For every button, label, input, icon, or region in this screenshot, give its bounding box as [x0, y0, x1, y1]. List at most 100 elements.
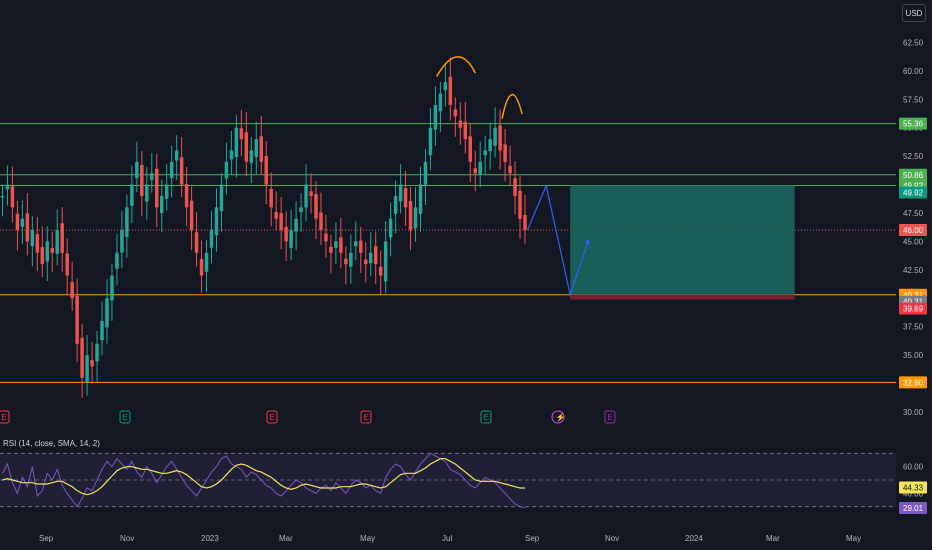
candle-body: [334, 241, 338, 248]
candle-body: [364, 259, 368, 265]
candle-body: [45, 241, 50, 262]
candle-body: [179, 157, 184, 185]
candle-body: [329, 246, 333, 253]
earnings-label: E: [270, 413, 275, 422]
candle-body: [413, 207, 418, 229]
candle-body: [324, 233, 328, 242]
candle-body: [279, 213, 283, 231]
candle-body: [40, 246, 45, 265]
target-zone[interactable]: [570, 185, 795, 295]
price-tag-label: 55.36: [903, 120, 924, 129]
candle-body: [259, 136, 263, 162]
time-tick-label: Sep: [39, 534, 54, 543]
time-tick-label: 2023: [201, 534, 219, 543]
candle-body: [508, 165, 512, 174]
candle-body: [10, 186, 15, 208]
candle-body: [294, 218, 298, 232]
candle-body: [438, 93, 443, 112]
dividend-icon[interactable]: [551, 410, 565, 424]
candle-body: [204, 252, 209, 272]
candle-body: [219, 184, 224, 212]
candle-body: [304, 184, 308, 208]
time-tick-label: Mar: [766, 534, 780, 543]
earnings-label: E: [364, 413, 369, 422]
candle-body: [120, 230, 124, 253]
pattern-arc-head[interactable]: [436, 56, 477, 77]
candle-body: [189, 200, 194, 231]
candle-body: [0, 195, 5, 198]
candle-body: [30, 230, 35, 247]
candle-body: [249, 150, 254, 164]
candle-body: [418, 184, 423, 215]
projection-path[interactable]: [526, 183, 590, 298]
candle-body: [483, 150, 487, 156]
candle-body: [209, 230, 214, 248]
pattern-arc-shoulder[interactable]: [501, 94, 523, 119]
candle-body: [184, 184, 189, 208]
price-tick-label: 62.50: [903, 38, 924, 47]
candle-body: [443, 82, 448, 91]
candle-body: [274, 211, 278, 219]
candle-body: [503, 144, 507, 162]
candle-body: [169, 161, 174, 179]
earnings-icon[interactable]: [604, 410, 616, 424]
candle-body: [349, 252, 353, 267]
time-tick-label: 2024: [685, 534, 703, 543]
candle-body: [194, 232, 199, 253]
stop-zone[interactable]: [570, 294, 795, 300]
candle-body: [393, 195, 398, 214]
price-tag-label: 46.00: [903, 226, 924, 235]
candle-body: [20, 218, 25, 227]
earnings-label: E: [608, 413, 613, 422]
dividend-label: ⚡: [556, 412, 566, 422]
candle-body: [458, 120, 463, 128]
earnings-icon[interactable]: [0, 410, 10, 424]
rsi-tick-label: 40.00: [903, 489, 924, 498]
earnings-icon[interactable]: [360, 410, 372, 424]
price-tag: [899, 186, 927, 199]
candle-body: [105, 298, 109, 328]
earnings-icon[interactable]: [119, 410, 131, 424]
candle-body: [354, 241, 358, 247]
currency-button[interactable]: USD: [902, 4, 926, 22]
rsi-tag-label: 44.33: [903, 484, 924, 493]
candle-body: [50, 247, 54, 253]
candle-body: [309, 191, 313, 196]
projection-arrow-icon: [584, 239, 590, 246]
time-tick-label: May: [846, 534, 861, 543]
candle-body: [463, 121, 468, 140]
rsi-ma-line[interactable]: [2, 458, 525, 496]
rsi-line[interactable]: [2, 452, 526, 509]
candle-body: [523, 214, 527, 231]
candle-body: [159, 195, 164, 214]
candle-body: [15, 213, 20, 231]
rsi-legend[interactable]: RSI (14, close, SMA, 14, 2): [3, 439, 100, 448]
candle-body: [90, 360, 94, 367]
candle-body: [234, 127, 239, 158]
candle-body: [433, 104, 438, 130]
candle-body: [155, 168, 159, 208]
price-tick-label: 30.00: [903, 408, 924, 417]
earnings-icon[interactable]: [266, 410, 278, 424]
price-tick-label: 52.50: [903, 152, 924, 161]
candle-body: [100, 321, 104, 341]
candle-body: [373, 246, 378, 265]
price-tag: [899, 117, 927, 130]
candle-body: [513, 178, 517, 196]
time-tick-label: Jul: [442, 534, 452, 543]
price-tag-label: 49.92: [903, 189, 924, 198]
time-tick-label: Sep: [525, 534, 540, 543]
candle-body: [150, 173, 154, 180]
price-tick-label: 47.50: [903, 209, 924, 218]
price-tag-label: 32.60: [903, 378, 924, 387]
price-tag: [899, 302, 927, 315]
candle-body: [359, 240, 363, 253]
candle-body: [214, 207, 219, 236]
earnings-icon[interactable]: [480, 410, 492, 424]
candle-body: [95, 343, 99, 362]
price-tag-label: 49.92: [903, 181, 924, 190]
candle-body: [35, 234, 40, 253]
rsi-tag-label: 29.01: [903, 504, 924, 513]
price-tag-label: 39.89: [903, 305, 924, 314]
